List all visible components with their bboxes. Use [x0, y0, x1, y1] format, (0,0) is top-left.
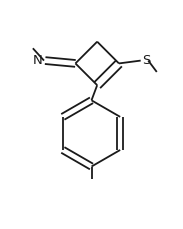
Text: N: N — [33, 54, 42, 67]
Text: S: S — [143, 54, 151, 67]
